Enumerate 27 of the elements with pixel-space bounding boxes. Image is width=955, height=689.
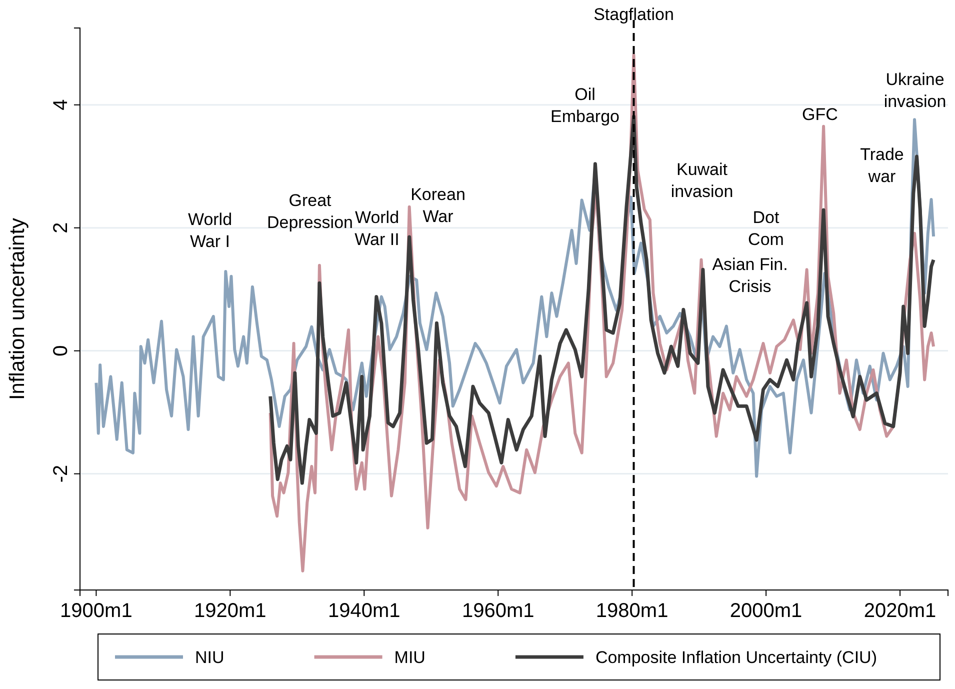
x-tick-label: 1960m1 bbox=[462, 600, 534, 622]
legend-label: MIU bbox=[394, 648, 426, 667]
legend-label: NIU bbox=[195, 648, 224, 667]
y-tick-label: 0 bbox=[50, 345, 72, 356]
x-tick-label: 1980m1 bbox=[596, 600, 668, 622]
annotation: Korean War bbox=[410, 185, 466, 226]
annotation: Oil Embargo bbox=[550, 85, 620, 126]
y-tick-label: -2 bbox=[50, 464, 72, 483]
annotation: Great Depression bbox=[267, 191, 353, 232]
y-tick-label: 4 bbox=[50, 99, 72, 110]
x-tick-label: 1940m1 bbox=[328, 600, 400, 622]
annotation: World War II bbox=[354, 208, 400, 249]
ref-line-label: Stagflation bbox=[594, 5, 674, 24]
x-tick-label: 2000m1 bbox=[730, 600, 802, 622]
y-tick-label: 2 bbox=[50, 222, 72, 234]
x-tick-label: 2020m1 bbox=[864, 600, 936, 622]
x-tick-label: 1920m1 bbox=[194, 600, 266, 622]
x-tick-label: 1900m1 bbox=[60, 600, 132, 622]
annotation: Ukraine invasion bbox=[884, 70, 946, 111]
annotation: GFC bbox=[802, 105, 838, 124]
annotation: Asian Fin. Crisis bbox=[712, 255, 788, 296]
y-axis-title: Inflation uncertainty bbox=[6, 217, 29, 400]
legend-label: Composite Inflation Uncertainty (CIU) bbox=[595, 648, 877, 667]
annotation: Kuwait invasion bbox=[670, 160, 734, 201]
annotation: World War I bbox=[188, 210, 232, 251]
annotation: Trade war bbox=[860, 145, 904, 186]
annotation: Dot Com bbox=[748, 208, 784, 249]
